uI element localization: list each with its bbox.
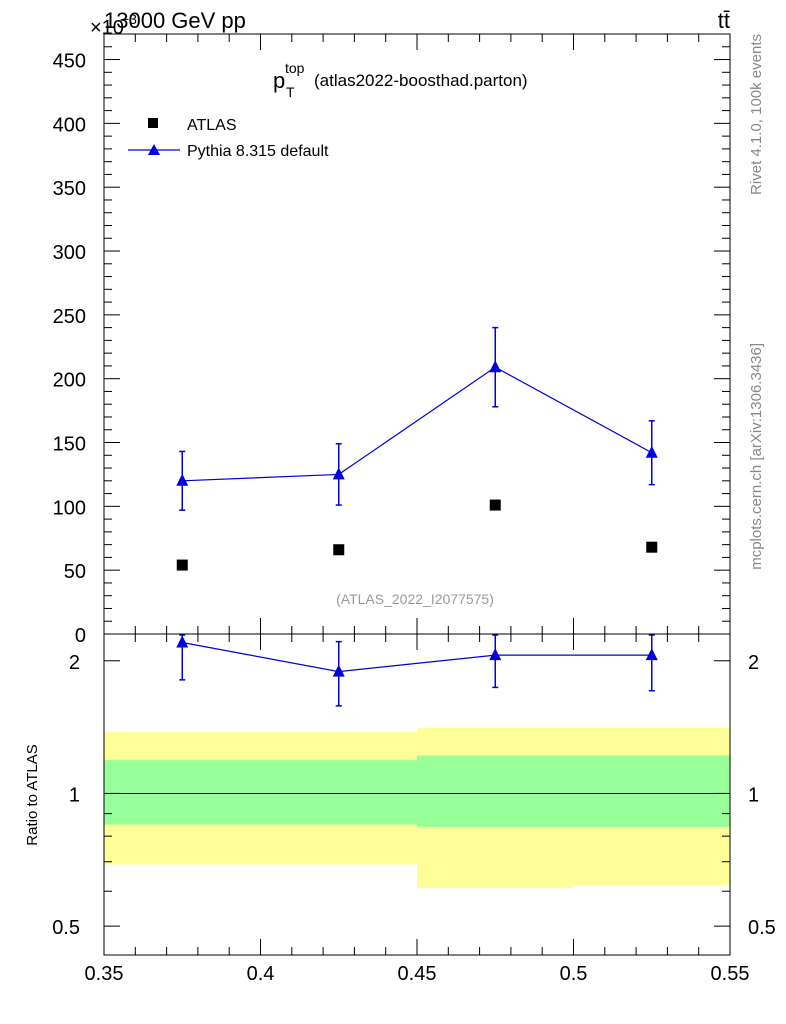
x-tick-label: 0.5 — [560, 963, 588, 985]
atlas-data-point — [176, 559, 188, 571]
atlas-data-point — [489, 499, 501, 511]
atlas-data-point — [333, 544, 345, 556]
ratio-pythia-point — [332, 664, 345, 677]
pythia-data-point — [489, 360, 502, 373]
plot-title-main: p — [273, 68, 285, 93]
y-multiplier-exponent: −3 — [121, 11, 137, 27]
main-y-tick-label: 300 — [53, 242, 86, 264]
main-y-tick-label: 350 — [53, 178, 86, 200]
ratio-y-tick-label-left: 0.5 — [52, 917, 80, 939]
ratio-band-green — [104, 760, 261, 825]
ratio-band-green — [573, 755, 730, 827]
pythia-data-point — [332, 467, 345, 480]
x-tick-label: 0.45 — [398, 963, 437, 985]
main-y-tick-label: 0 — [75, 625, 86, 647]
plot-title-subscript: T — [286, 84, 295, 100]
main-y-tick-label: 100 — [53, 497, 86, 519]
legend-pythia-label: Pythia 8.315 default — [187, 143, 329, 160]
pythia-data-point — [176, 473, 189, 486]
y-multiplier: ×10 — [90, 17, 124, 39]
pythia-line — [182, 366, 653, 482]
main-y-tick-label: 50 — [64, 561, 86, 583]
ratio-axis-ticks: 0.35 0.4 0.45 0.5 0.55 0.5 0.5 1 1 2 2 — [52, 634, 776, 985]
legend-atlas-label: ATLAS — [187, 117, 237, 134]
ratio-y-axis-label: Ratio to ATLAS — [24, 744, 41, 845]
atlas-data-point — [646, 541, 658, 553]
main-y-tick-label: 400 — [53, 114, 86, 136]
ratio-uncertainty-bands — [104, 727, 730, 889]
main-y-tick-label: 150 — [53, 434, 86, 456]
x-tick-label: 0.4 — [247, 963, 275, 985]
ratio-y-tick-label-right: 2 — [748, 652, 759, 674]
main-y-tick-label: 250 — [53, 306, 86, 328]
pythia-data-point — [645, 445, 658, 458]
ratio-y-tick-label-right: 0.5 — [748, 917, 776, 939]
plot-title-rest: (atlas2022-boosthad.parton) — [314, 71, 528, 90]
ratio-plot-frame — [103, 633, 731, 956]
main-series-group — [176, 326, 658, 571]
main-y-tick-label: 200 — [53, 370, 86, 392]
analysis-watermark: (ATLAS_2022_I2077575) — [336, 591, 494, 607]
ratio-band-green — [417, 755, 574, 827]
rivet-version-label: Rivet 4.1.0, 100k events — [748, 34, 765, 195]
main-y-tick-label: 450 — [53, 51, 86, 73]
collision-energy-title: 13000 GeV pp — [104, 8, 246, 33]
mcplots-credit-label: mcplots.cern.ch [arXiv:1306.3436] — [748, 343, 765, 570]
x-tick-label: 0.35 — [85, 963, 124, 985]
ratio-pythia-point — [645, 648, 658, 661]
ratio-y-tick-label-left: 2 — [69, 652, 80, 674]
ratio-series-group — [176, 634, 658, 707]
plot-title-superscript: top — [285, 60, 305, 76]
process-title: tt̄ — [718, 8, 730, 33]
ratio-pythia-point — [489, 648, 502, 661]
x-tick-label: 0.55 — [711, 963, 750, 985]
ratio-pythia-line — [182, 641, 652, 673]
legend-atlas-marker — [148, 118, 158, 128]
main-axis-ticks: 0 50 100 150 200 250 300 350 400 450 — [53, 33, 731, 647]
ratio-band-green — [260, 760, 417, 825]
ratio-pythia-point — [176, 635, 189, 648]
ratio-y-tick-label-right: 1 — [748, 784, 759, 806]
legend-pythia-marker — [148, 144, 160, 155]
ratio-y-tick-label-left: 1 — [69, 784, 80, 806]
